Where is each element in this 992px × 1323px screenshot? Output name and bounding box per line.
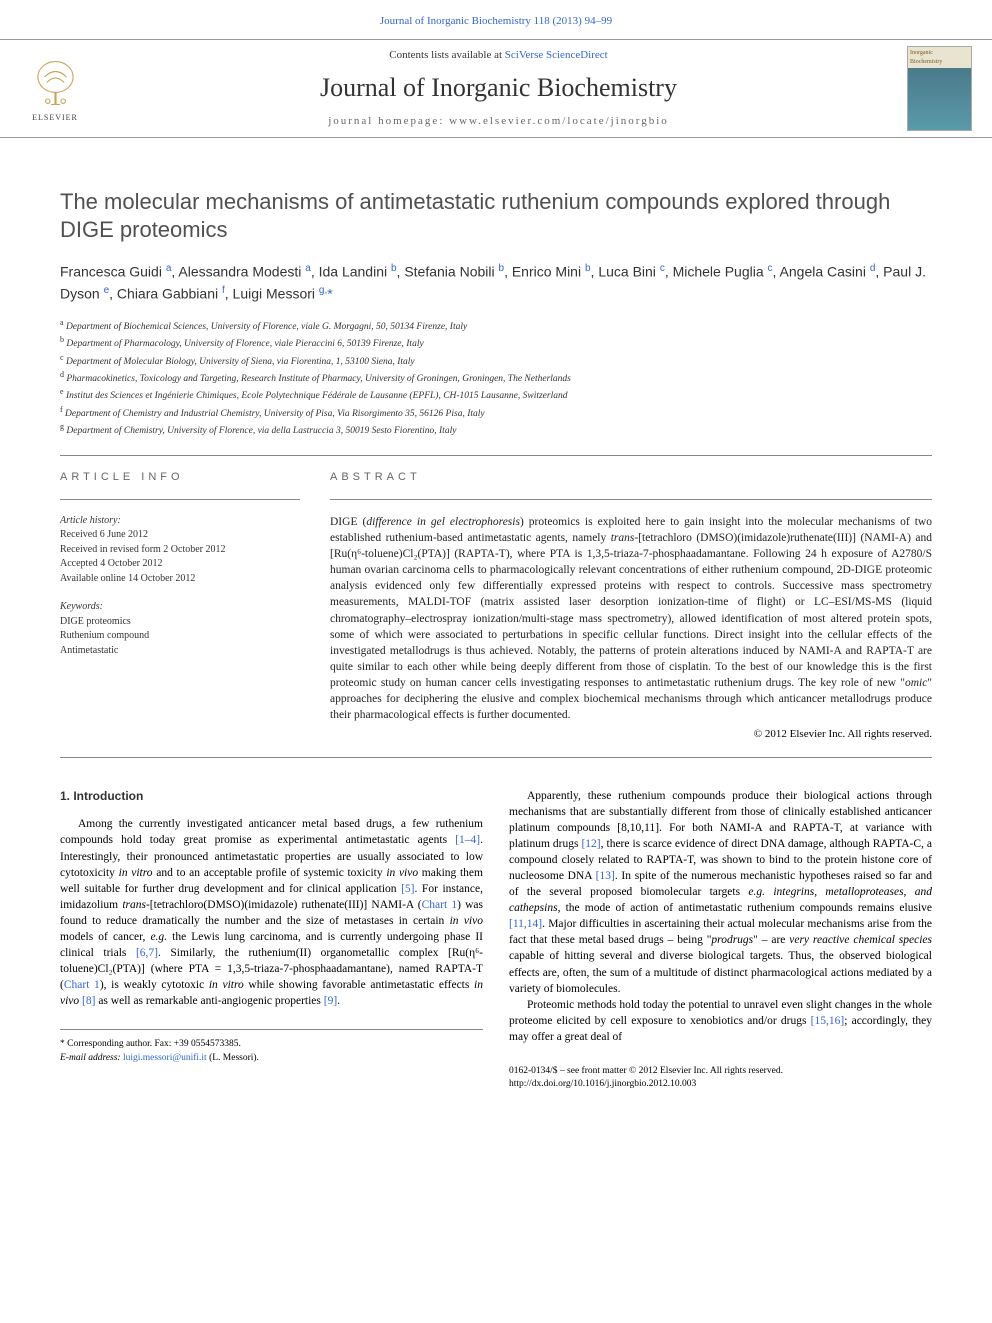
left-column: 1. Introduction Among the currently inve… (60, 788, 483, 1092)
right-column: Apparently, these ruthenium compounds pr… (509, 788, 932, 1092)
corresponding-author: * Corresponding author. Fax: +39 0554573… (60, 1038, 483, 1051)
email-link[interactable]: luigi.messori@unifi.it (123, 1053, 207, 1063)
revised-date: Received in revised form 2 October 2012 (60, 543, 300, 558)
affiliation: b Department of Pharmacology, University… (60, 334, 932, 351)
hp-prefix: journal homepage: (328, 115, 449, 127)
intro-paragraph-2: Apparently, these ruthenium compounds pr… (509, 788, 932, 997)
divider (60, 499, 300, 500)
sciencedirect-link[interactable]: SciVerse ScienceDirect (505, 49, 608, 61)
accepted-date: Accepted 4 October 2012 (60, 557, 300, 572)
elsevier-logo: ELSEVIER (20, 49, 90, 129)
affiliation: f Department of Chemistry and Industrial… (60, 404, 932, 421)
cover-title: Inorganic Biochemistry (910, 49, 942, 66)
affiliations: a Department of Biochemical Sciences, Un… (60, 317, 932, 439)
keyword: Antimetastatic (60, 644, 300, 659)
doi-link[interactable]: http://dx.doi.org/10.1016/j.jinorgbio.20… (509, 1078, 932, 1091)
intro-paragraph-1: Among the currently investigated antican… (60, 816, 483, 1009)
affiliation: g Department of Chemistry, University of… (60, 421, 932, 438)
abstract-text: DIGE (difference in gel electrophoresis)… (330, 514, 932, 723)
article-title: The molecular mechanisms of antimetastat… (60, 188, 932, 243)
journal-header: ELSEVIER Contents lists available at Sci… (0, 39, 992, 138)
affiliation: a Department of Biochemical Sciences, Un… (60, 317, 932, 334)
abstract-heading: abstract (330, 470, 932, 485)
journal-name: Journal of Inorganic Biochemistry (90, 70, 907, 106)
issn-line: 0162-0134/$ – see front matter © 2012 El… (509, 1065, 932, 1078)
divider (330, 499, 932, 500)
copyright: © 2012 Elsevier Inc. All rights reserved… (330, 727, 932, 742)
keywords-block: Keywords: DIGE proteomics Ruthenium comp… (60, 600, 300, 658)
article-history: Article history: Received 6 June 2012 Re… (60, 514, 300, 587)
issn-footer: 0162-0134/$ – see front matter © 2012 El… (509, 1065, 932, 1092)
article-info-heading: article info (60, 470, 300, 485)
divider (60, 757, 932, 758)
corresponding-footer: * Corresponding author. Fax: +39 0554573… (60, 1029, 483, 1065)
keyword: DIGE proteomics (60, 615, 300, 630)
intro-heading: 1. Introduction (60, 788, 483, 805)
top-journal-citation[interactable]: Journal of Inorganic Biochemistry 118 (2… (0, 0, 992, 39)
homepage-line: journal homepage: www.elsevier.com/locat… (90, 114, 907, 129)
email-line: E-mail address: luigi.messori@unifi.it (… (60, 1052, 483, 1065)
affiliation: c Department of Molecular Biology, Unive… (60, 352, 932, 369)
contents-label: Contents lists available at SciVerse Sci… (90, 48, 907, 63)
affiliation: d Pharmacokinetics, Toxicology and Targe… (60, 369, 932, 386)
keyword: Ruthenium compound (60, 629, 300, 644)
received-date: Received 6 June 2012 (60, 528, 300, 543)
cover-thumbnail: Inorganic Biochemistry (907, 46, 972, 131)
keywords-label: Keywords: (60, 600, 300, 615)
elsevier-name: ELSEVIER (32, 112, 78, 123)
contents-prefix: Contents lists available at (389, 49, 504, 61)
homepage-url[interactable]: www.elsevier.com/locate/jinorgbio (449, 115, 669, 127)
affiliation: e Institut des Sciences et Ingénierie Ch… (60, 386, 932, 403)
tree-icon (28, 55, 83, 110)
online-date: Available online 14 October 2012 (60, 572, 300, 587)
intro-paragraph-3: Proteomic methods hold today the potenti… (509, 997, 932, 1045)
divider (60, 455, 932, 456)
history-label: Article history: (60, 514, 300, 529)
authors-list: Francesca Guidi a, Alessandra Modesti a,… (60, 261, 932, 304)
